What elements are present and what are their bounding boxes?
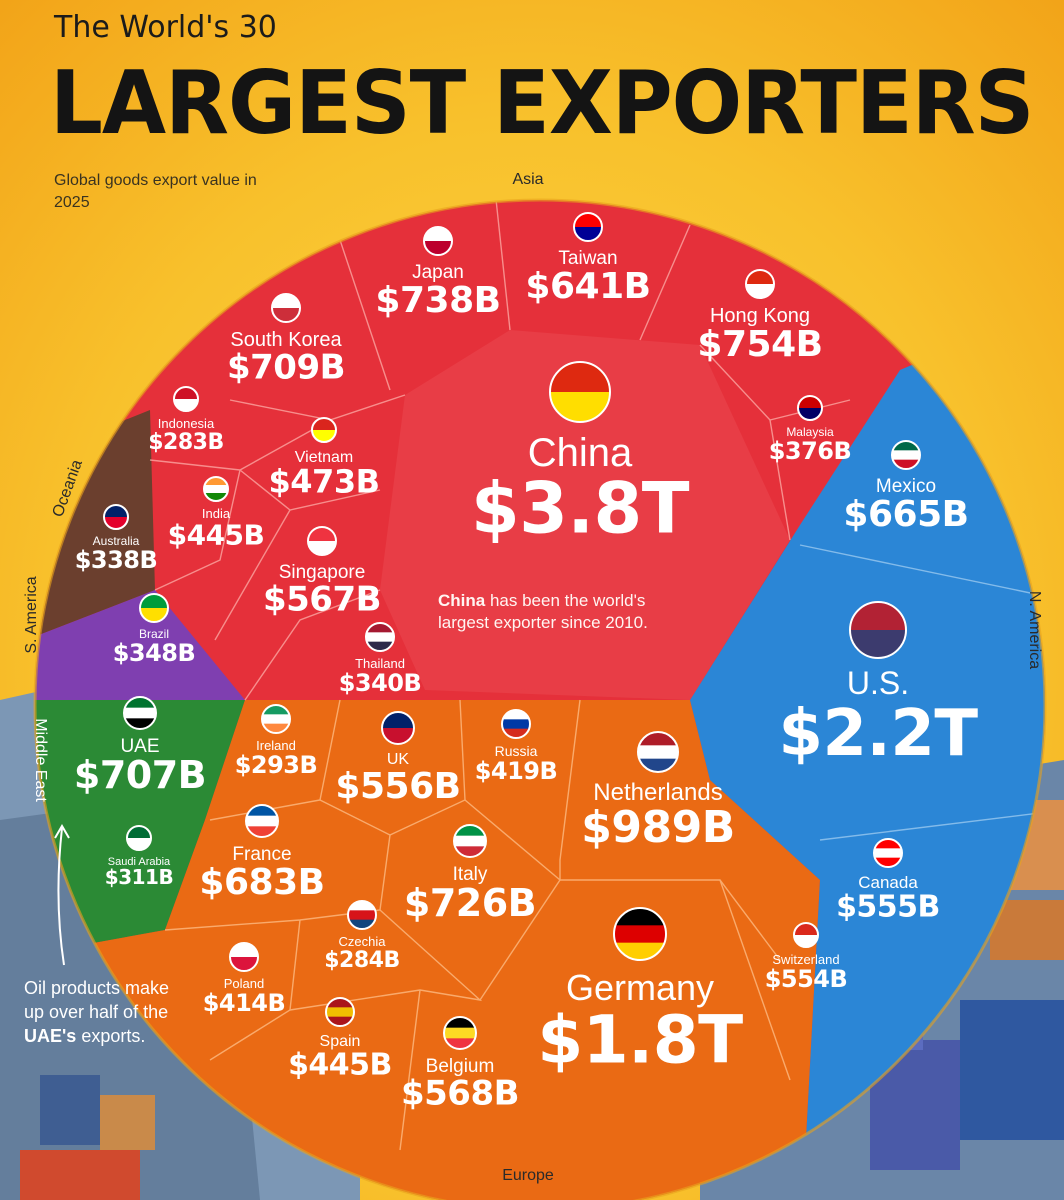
europe-cell-borders <box>164 699 791 1151</box>
china-note-emphasis: China <box>438 591 486 610</box>
chart-title: LARGEST EXPORTERS <box>50 52 1034 154</box>
china-note-line2: largest exporter since 2010. <box>438 613 648 632</box>
china-note: China has been the world's largest expor… <box>438 590 758 634</box>
uae-note-emphasis: UAE's <box>24 1026 77 1046</box>
uae-note-prefix: Oil products make up over half of the <box>24 978 170 1022</box>
title-top: The World's 30 <box>54 10 277 45</box>
south-america-region <box>35 590 245 700</box>
asia-cell-borders <box>149 200 851 701</box>
uae-note-arrow-icon <box>54 824 70 966</box>
uae-note: Oil products make up over half of the UA… <box>24 976 194 1048</box>
chart-outline <box>33 198 1047 1200</box>
chart-subtitle: Global goods export value in 2025 <box>54 172 257 211</box>
china-note-text: has been the world's <box>489 591 646 610</box>
china-cell <box>380 330 790 700</box>
north-america-cell-borders <box>799 544 1045 841</box>
uae-note-suffix: exports. <box>81 1026 146 1046</box>
